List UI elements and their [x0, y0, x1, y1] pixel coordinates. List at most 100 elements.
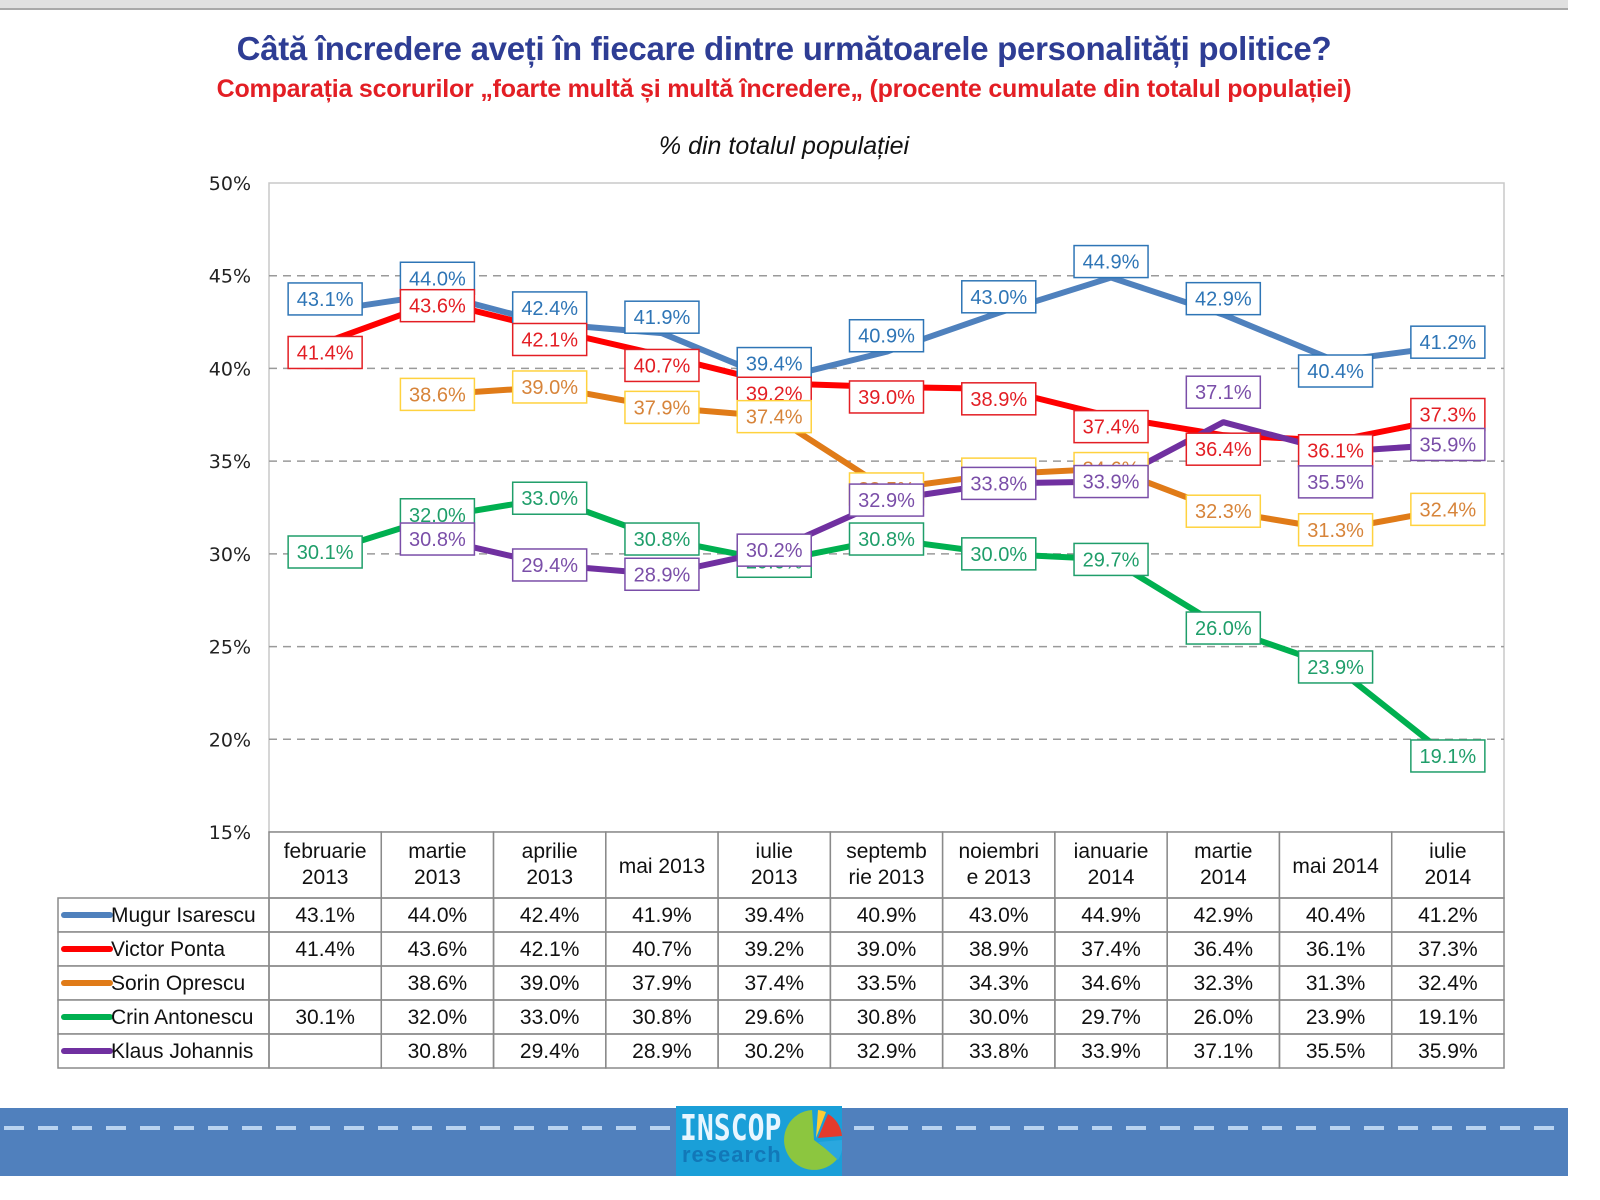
table-value: 34.6% — [1081, 972, 1141, 995]
table-value: 41.2% — [1418, 904, 1478, 927]
data-label-box — [961, 280, 1037, 314]
data-label-box — [1185, 375, 1262, 409]
x-category-label: martie — [1194, 840, 1252, 863]
data-label: 36.4% — [1195, 439, 1252, 461]
table-value: 33.9% — [1081, 1040, 1141, 1063]
data-label-box — [287, 335, 363, 370]
footer-dash — [446, 1126, 466, 1130]
data-label: 41.4% — [297, 342, 354, 364]
footer-dash — [1058, 1126, 1078, 1130]
data-label-box — [848, 318, 925, 353]
table-value: 39.4% — [744, 904, 804, 927]
data-label-box — [1410, 427, 1486, 462]
data-label-box — [511, 322, 588, 357]
table-value: 38.9% — [969, 938, 1029, 961]
line-chart: 50% 45% 40% 35% 30% 25% 20% 15% 43.1% 44.0% 42.4% 4… — [57, 173, 1505, 1069]
x-category-label: 2013 — [302, 866, 349, 889]
data-label-box — [1073, 409, 1149, 444]
x-category-label: 2013 — [526, 866, 573, 889]
table-header-cell — [1278, 831, 1393, 899]
chart-subtitle: Comparația scorurilor „foarte multă și m… — [216, 75, 1352, 103]
x-category-label: mai 2013 — [619, 855, 705, 878]
x-category-label: martie — [408, 840, 466, 863]
table-value: 43.0% — [969, 904, 1029, 927]
table-value: 40.9% — [857, 904, 917, 927]
footer-dash — [1092, 1126, 1112, 1130]
data-label: 39.2% — [746, 383, 803, 405]
x-category-label: 2014 — [1200, 866, 1247, 889]
footer-dash — [378, 1126, 398, 1130]
footer-dash — [1194, 1126, 1214, 1130]
data-label: 40.7% — [634, 355, 691, 377]
data-label-box — [1410, 397, 1486, 432]
legend-label: Sorin Oprescu — [111, 972, 245, 995]
table-header-cell — [1054, 831, 1168, 899]
data-label-box — [624, 522, 700, 556]
table-value: 37.9% — [632, 972, 692, 995]
data-label-box — [1297, 433, 1374, 468]
table-value: 19.1% — [1418, 1006, 1478, 1029]
data-label: 36.1% — [1307, 441, 1364, 463]
footer-dash — [1432, 1126, 1452, 1130]
table-value: 32.3% — [1194, 972, 1254, 995]
table-value: 43.6% — [408, 938, 468, 961]
table-cell — [1390, 1033, 1505, 1069]
legend-cell — [57, 897, 270, 933]
data-label: 33.8% — [970, 473, 1027, 495]
data-label-box — [511, 481, 588, 515]
footer-dash — [106, 1126, 126, 1130]
data-label-box — [624, 348, 700, 383]
data-label-box — [399, 261, 476, 296]
data-label-box — [961, 537, 1037, 571]
data-label: 43.0% — [970, 287, 1027, 309]
data-label: 41.9% — [634, 307, 691, 329]
data-label: 43.6% — [409, 296, 466, 318]
table-value: 32.4% — [1418, 972, 1478, 995]
data-label-box — [848, 522, 925, 556]
data-label-box — [1410, 325, 1486, 359]
data-label: 29.4% — [521, 555, 578, 577]
data-label: 30.1% — [297, 542, 354, 564]
table-value: 41.4% — [295, 938, 355, 961]
table-value: 33.5% — [857, 972, 917, 995]
table-value: 30.8% — [857, 1006, 917, 1029]
footer-dash — [1466, 1126, 1486, 1130]
data-label-box — [624, 390, 700, 425]
footer-dash — [854, 1126, 874, 1130]
data-label: 31.3% — [1307, 520, 1364, 542]
footer-dash — [1364, 1126, 1384, 1130]
data-label: 35.5% — [1307, 472, 1364, 494]
footer-dash — [582, 1126, 602, 1130]
legend-label: Crin Antonescu — [111, 1006, 253, 1029]
footer-dash — [174, 1126, 194, 1130]
pie-chart-icon — [784, 1110, 842, 1170]
data-label: 42.1% — [521, 329, 578, 351]
data-label: 39.0% — [858, 387, 915, 409]
data-label: 42.4% — [521, 298, 578, 320]
data-label-box — [1185, 432, 1262, 466]
footer-dash — [548, 1126, 568, 1130]
table-value: 37.3% — [1418, 938, 1478, 961]
table-value: 42.9% — [1194, 904, 1254, 927]
data-label: 41.2% — [1420, 332, 1477, 354]
data-label: 37.4% — [1083, 417, 1140, 439]
data-label: 39.0% — [521, 377, 578, 399]
table-value: 30.8% — [408, 1040, 468, 1063]
table-value: 43.1% — [295, 904, 355, 927]
y-tick-label: 15% — [209, 822, 251, 844]
data-label-box — [624, 557, 700, 592]
data-label: 32.9% — [858, 490, 915, 512]
y-tick-label: 35% — [209, 451, 251, 473]
table-value: 31.3% — [1306, 972, 1366, 995]
table-value: 29.7% — [1081, 1006, 1141, 1029]
footer-dash — [344, 1126, 364, 1130]
table-value: 42.4% — [520, 904, 580, 927]
table-value: 38.6% — [408, 972, 468, 995]
table-value: 37.4% — [1081, 938, 1141, 961]
x-category-label: 2013 — [414, 866, 461, 889]
footer-dash — [412, 1126, 432, 1130]
table-value: 40.4% — [1306, 904, 1366, 927]
table-value: 35.9% — [1418, 1040, 1478, 1063]
data-label-box — [624, 300, 700, 334]
footer-dash — [140, 1126, 160, 1130]
